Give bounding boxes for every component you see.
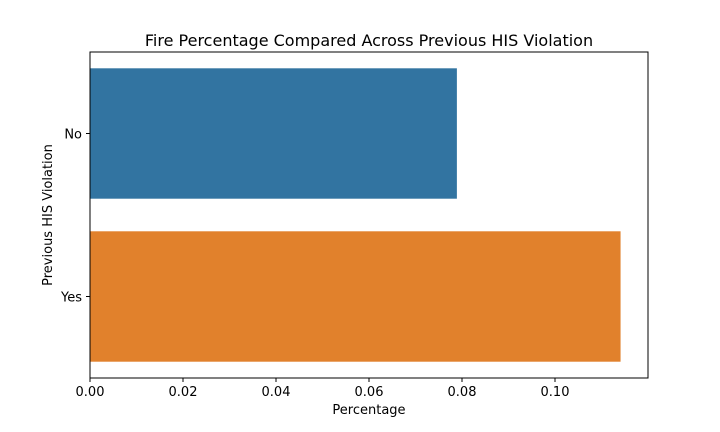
bars-group [90,68,621,362]
x-tick-label: 0.02 [169,385,198,400]
x-axis-ticks: 0.00 0.02 0.04 0.06 0.08 0.10 [76,378,570,400]
x-tick-label: 0.04 [262,385,291,400]
x-tick-label: 0.10 [541,385,570,400]
y-tick-label: No [64,128,82,143]
x-tick-label: 0.06 [355,385,384,400]
y-tick-label: Yes [60,291,82,306]
bar-yes [90,231,621,362]
chart-title: Fire Percentage Compared Across Previous… [145,31,593,50]
x-tick-label: 0.00 [76,385,105,400]
x-axis-label: Percentage [332,403,405,418]
x-tick-label: 0.08 [448,385,477,400]
y-axis-label: Previous HIS Violation [41,144,56,286]
y-axis-ticks: No Yes [60,128,90,306]
bar-no [90,68,457,199]
